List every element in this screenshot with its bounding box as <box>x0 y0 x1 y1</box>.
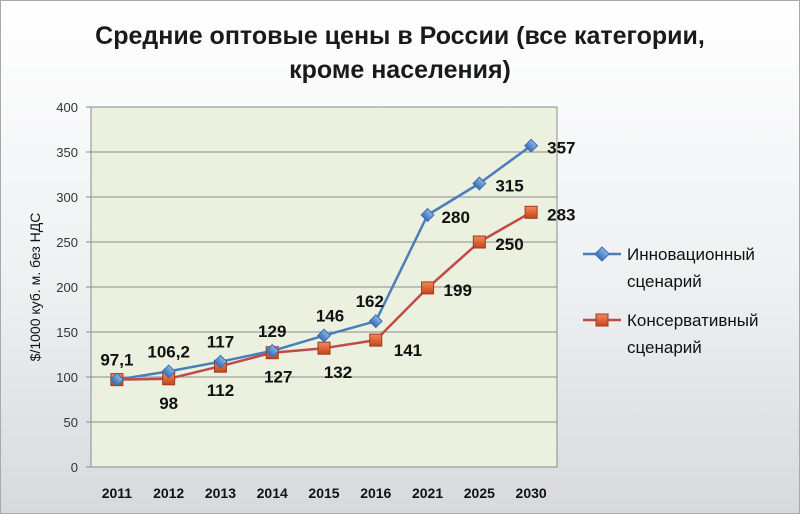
data-label-innovative: 129 <box>258 322 286 341</box>
data-point-conservative <box>472 235 486 249</box>
data-label-innovative: 146 <box>316 307 344 326</box>
y-tick-label: 50 <box>64 415 78 430</box>
x-category-label: 2012 <box>153 485 184 501</box>
data-label-innovative: 117 <box>207 333 234 352</box>
x-category-label: 2013 <box>205 485 236 501</box>
x-category-label: 2015 <box>308 485 339 501</box>
data-label-innovative: 162 <box>356 292 384 311</box>
data-label-conservative: 141 <box>394 341 422 360</box>
data-label-conservative: 199 <box>444 281 472 300</box>
x-axis-categories: 2011 2012 2013 2014 2015 2016 2021 2025 2030 <box>102 485 547 501</box>
data-label-innovative: 106,2 <box>147 342 190 361</box>
data-label-conservative: 250 <box>495 235 523 254</box>
legend-label-innovative-1: Инновационный <box>627 245 755 264</box>
y-tick-label: 350 <box>56 145 78 160</box>
y-axis-label: $/1000 куб. м. без НДС <box>27 213 43 362</box>
data-label-conservative: 98 <box>159 394 178 413</box>
data-label-innovative: 315 <box>495 177 523 196</box>
y-tick-label: 150 <box>56 325 78 340</box>
x-category-label: 2021 <box>412 485 443 501</box>
data-labels: 97,1 106,2 117 129 146 162 280 315 357 98 112 127 13… <box>100 139 575 413</box>
legend-marker-conservative <box>595 313 609 327</box>
data-point-innovative <box>420 207 435 223</box>
data-point-innovative <box>265 343 280 358</box>
data-label-innovative: 97,1 <box>100 351 133 370</box>
data-point-innovative <box>109 372 124 387</box>
data-label-conservative: 132 <box>324 363 352 382</box>
y-tick-label: 250 <box>56 235 78 250</box>
x-category-label: 2025 <box>464 485 495 501</box>
x-category-label: 2030 <box>516 485 547 501</box>
legend-label-conservative-1: Консервативный <box>627 311 759 330</box>
y-tick-label: 200 <box>56 280 78 295</box>
x-category-label: 2014 <box>257 485 288 501</box>
chart-title-line-1: Средние оптовые цены в России (все катег… <box>95 22 705 50</box>
data-label-conservative: 127 <box>264 368 292 387</box>
data-label-innovative: 357 <box>547 139 575 158</box>
data-point-conservative <box>421 281 435 295</box>
data-label-innovative: 280 <box>442 208 470 227</box>
y-tick-label: 100 <box>56 370 78 385</box>
series-layer <box>109 138 539 387</box>
data-point-innovative <box>524 138 539 153</box>
x-category-label: 2016 <box>360 485 391 501</box>
data-point-innovative <box>213 354 228 369</box>
data-point-innovative <box>316 328 332 343</box>
y-tick-label: 300 <box>56 190 78 205</box>
y-tick-label: 400 <box>56 100 78 115</box>
y-axis-ticks: 0 50 100 150 200 250 300 350 400 <box>56 100 78 475</box>
y-tick-label: 0 <box>71 460 78 475</box>
data-label-conservative: 112 <box>207 381 234 400</box>
legend-marker-innovative <box>594 246 610 262</box>
data-point-conservative <box>524 205 538 219</box>
legend-label-innovative-2: сценарий <box>627 272 702 291</box>
legend: Инновационный сценарий Консервативный сц… <box>583 245 759 357</box>
data-label-conservative: 283 <box>547 205 575 224</box>
data-point-conservative <box>369 333 383 347</box>
legend-label-conservative-2: сценарий <box>627 338 702 357</box>
gridlines <box>86 106 557 468</box>
data-point-conservative <box>317 341 331 355</box>
chart-title-line-2: кроме населения) <box>289 56 511 84</box>
data-point-innovative <box>472 176 487 191</box>
data-point-innovative <box>368 314 383 329</box>
x-category-label: 2011 <box>102 485 133 501</box>
data-point-innovative <box>161 364 176 379</box>
